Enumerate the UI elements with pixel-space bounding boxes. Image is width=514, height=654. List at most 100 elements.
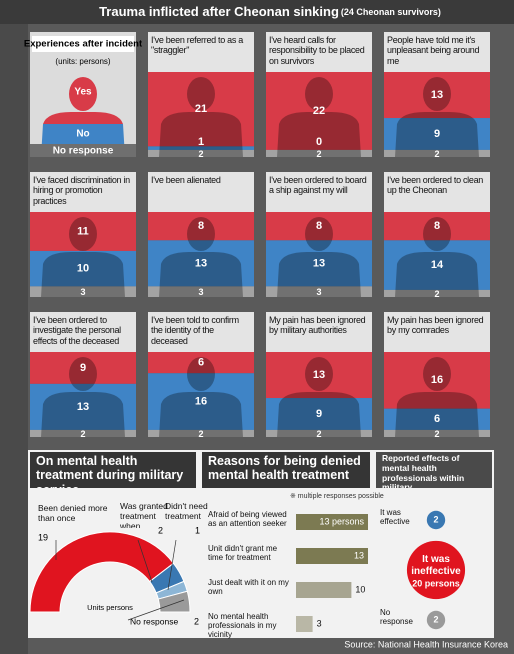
value-label: 13: [431, 89, 443, 101]
band-yes: [384, 72, 490, 119]
value-label: 22: [313, 105, 325, 117]
legend-no-label: No: [76, 129, 89, 140]
value-label: 13: [77, 401, 89, 413]
value-label: 6: [198, 357, 204, 369]
panel-title: People have told me it's unpleasant bein…: [387, 35, 480, 66]
segment-label-box: Was granted treatment when desired: [120, 502, 168, 528]
band-yes: [148, 72, 254, 147]
legend-yes-label: Yes: [74, 87, 92, 98]
value-label: 8: [198, 220, 204, 232]
band-no-response: [148, 286, 254, 297]
value-label: 9: [316, 408, 322, 420]
donut-segment: [29, 531, 175, 613]
band-yes: [384, 352, 490, 409]
panel-title-box: I've heard calls for responsibility to b…: [269, 35, 365, 66]
panel-title-box: I've faced discrimination in hiring or p…: [33, 175, 130, 206]
band-yes: [384, 212, 490, 241]
band-no-response: [384, 289, 490, 297]
effect-label-box: It was ineffective: [411, 554, 461, 577]
title-text: Trauma inflicted after Cheonan sinking: [99, 4, 339, 19]
silhouette: [395, 217, 479, 297]
section-header-bg: [30, 452, 196, 488]
reason-value: 10: [355, 584, 365, 594]
band-no-response: [266, 286, 372, 297]
effect-bubble: [426, 610, 446, 630]
panel-title-box: I've been ordered to clean up the Cheona…: [387, 175, 483, 196]
effect-value: 2: [433, 614, 438, 624]
reasons-note: ※ multiple responses possible: [290, 493, 384, 500]
reason-bar: [296, 616, 313, 632]
panel-title-box: I've been ordered to investigate the per…: [33, 315, 121, 346]
silhouette: [159, 357, 243, 437]
value-label: 11: [77, 225, 89, 237]
effect-bubble: [406, 540, 466, 600]
value-label: 8: [316, 220, 322, 232]
value-label: 6: [434, 413, 440, 425]
segment-value: 1: [195, 525, 200, 535]
reason-value: 3: [317, 618, 322, 628]
band-yes: [148, 212, 254, 241]
section-header-box: On mental health treatment during milita…: [36, 454, 184, 488]
value-label: 2: [434, 429, 439, 439]
value-label: 2: [80, 429, 85, 439]
panel-title: I've been told to confirm the identity o…: [151, 315, 239, 346]
value-label: 3: [198, 287, 203, 297]
effect-label: No response: [380, 608, 413, 627]
panel-title: I've been ordered to clean up the Cheona…: [387, 175, 483, 196]
section-header: Reported effects of mental health profes…: [382, 454, 465, 488]
value-label: 2: [316, 149, 321, 159]
segment-label: Didn't need treatment: [165, 502, 208, 521]
panel-title: My pain has been ignored by my comrades: [387, 315, 484, 336]
silhouette: [395, 77, 479, 157]
legend-nr-strip: [30, 144, 136, 157]
value-label: 2: [434, 149, 439, 159]
section-header-box: Reported effects of mental health profes…: [382, 454, 465, 488]
panel-header: [148, 172, 254, 212]
leader-line: [137, 539, 153, 583]
band-no-response: [30, 429, 136, 437]
band-no: [148, 240, 254, 287]
effect-label: It was effective: [380, 508, 410, 527]
silhouette: [277, 77, 361, 157]
band-yes: [266, 352, 372, 399]
legend-title-bg: [32, 36, 134, 52]
section-header: On mental health treatment during milita…: [36, 454, 184, 488]
silhouette: [277, 357, 361, 437]
band-no: [266, 240, 372, 287]
segment-label: No response: [130, 616, 178, 626]
effect-label-box: It was effective: [380, 508, 410, 527]
segment-label: Been denied more than once: [38, 504, 108, 523]
silhouette: [395, 357, 479, 437]
effect-label: It was ineffective: [411, 554, 461, 577]
panel-header: [266, 172, 372, 212]
band-no-response: [30, 286, 136, 297]
section-header-bg: [376, 452, 492, 488]
band-yes: [30, 212, 136, 251]
value-label: 21: [195, 103, 207, 115]
leader-line: [127, 599, 185, 621]
value-label: 13: [313, 257, 325, 269]
value-label: 0: [316, 136, 322, 148]
value-label: 9: [434, 128, 440, 140]
panel-header: [30, 312, 136, 352]
effect-value: 2: [433, 514, 438, 524]
title-bar: [0, 0, 514, 24]
panel-title: I've heard calls for responsibility to b…: [269, 35, 365, 66]
value-label: 3: [316, 287, 321, 297]
value-label: 16: [195, 395, 207, 407]
band-no: [384, 408, 490, 430]
panel-header: [266, 32, 372, 72]
reason-label: No mental health professionals in my vic…: [208, 612, 277, 640]
reason-label: Just dealt with it on my own: [208, 578, 289, 597]
silhouette: [277, 217, 361, 297]
value-label: 1: [198, 136, 204, 148]
reason-value: 13: [354, 550, 364, 560]
reason-label-box: Afraid of being viewed as an attention s…: [208, 510, 287, 528]
panel-header: [30, 172, 136, 212]
panel-title-box: I've been told to confirm the identity o…: [151, 315, 239, 346]
segment-label-box: Didn't need treatment: [165, 502, 208, 521]
panel-title: I've faced discrimination in hiring or p…: [33, 175, 130, 206]
segment-label: Was granted treatment when desired: [120, 502, 168, 528]
panel-title-box: People have told me it's unpleasant bein…: [387, 35, 480, 66]
